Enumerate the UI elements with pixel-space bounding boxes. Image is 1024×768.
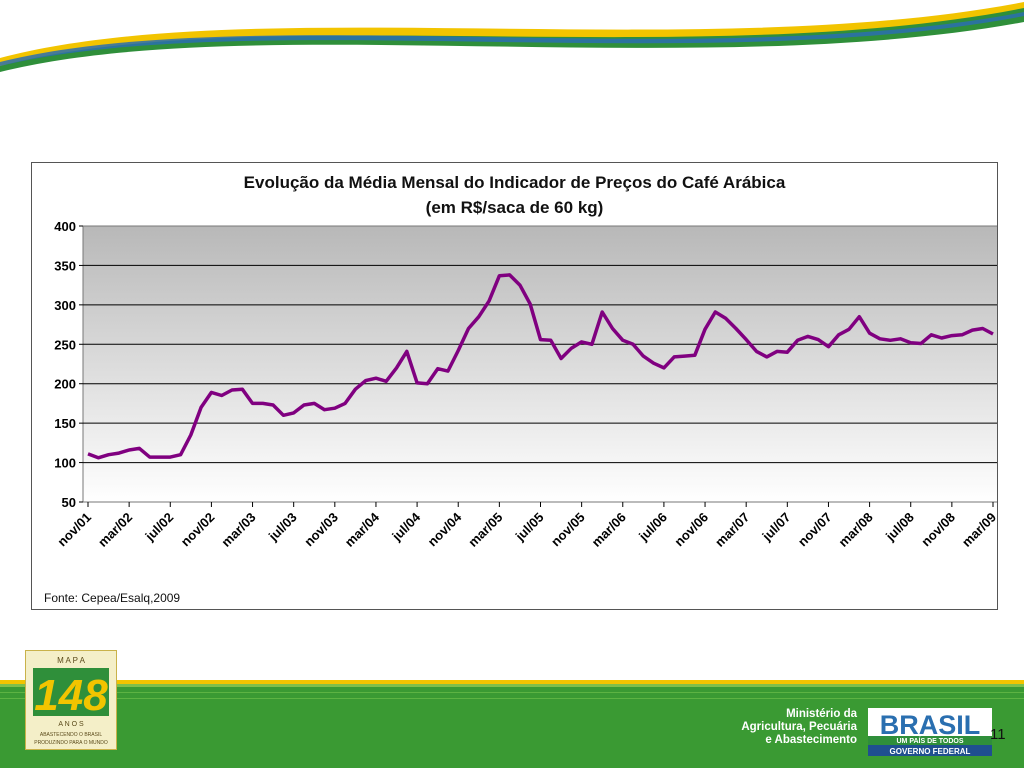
brasil-government-logo: BRASIL UM PAÍS DE TODOS GOVERNO FEDERAL — [868, 708, 992, 756]
x-tick-label: nov/07 — [795, 510, 835, 550]
x-tick-label: jul/06 — [635, 510, 670, 545]
chart-frame: Evolução da Média Mensal do Indicador de… — [31, 162, 998, 610]
mapa-tagline-2: PRODUZINDO PARA O MUNDO — [34, 740, 108, 746]
header-swoosh — [0, 2, 1024, 72]
x-tick-label: mar/02 — [95, 510, 135, 550]
y-tick-label: 250 — [54, 337, 76, 352]
x-tick-label: nov/08 — [918, 510, 958, 550]
chart-title: Evolução da Média Mensal do Indicador de… — [243, 173, 786, 192]
x-tick-label: mar/09 — [959, 510, 997, 550]
x-tick-label: jul/04 — [388, 509, 423, 544]
y-tick-label: 300 — [54, 298, 76, 313]
x-tick-label: nov/05 — [548, 510, 588, 550]
x-tick-label: nov/02 — [178, 510, 218, 550]
ministry-line-2: Agricultura, Pecuária — [741, 721, 857, 733]
x-tick-label: mar/06 — [589, 510, 629, 550]
x-tick-label: mar/03 — [218, 510, 258, 550]
y-tick-label: 350 — [54, 258, 76, 273]
x-tick-label: nov/04 — [425, 509, 465, 549]
x-tick-label: jul/07 — [759, 510, 794, 545]
y-tick-label: 50 — [62, 495, 76, 510]
mapa-sub-text: A N O S — [58, 721, 84, 728]
chart-subtitle: (em R$/saca de 60 kg) — [425, 198, 604, 217]
x-tick-label: mar/05 — [465, 510, 505, 550]
y-tick-label: 100 — [54, 456, 76, 471]
mapa-top-text: M A P A — [57, 656, 86, 665]
x-tick-label: jul/05 — [512, 510, 547, 545]
ministry-line-3: e Abastecimento — [765, 734, 857, 746]
footer-band — [0, 680, 1024, 768]
mapa-logo: M A P A 148 A N O S ABASTECENDO O BRASIL… — [25, 650, 117, 750]
mapa-tagline-1: ABASTECENDO O BRASIL — [40, 732, 102, 738]
x-tick-label: jul/03 — [265, 510, 300, 545]
x-tick-label: jul/08 — [882, 510, 917, 545]
source-note: Fonte: Cepea/Esalq,2009 — [44, 591, 181, 605]
brasil-word: BRASIL — [880, 710, 981, 740]
mapa-number: 148 — [34, 671, 108, 720]
ministry-name: Ministério da Agricultura, Pecuária e Ab… — [712, 708, 857, 747]
brasil-gov: GOVERNO FEDERAL — [890, 747, 971, 756]
x-tick-label: mar/08 — [835, 510, 875, 550]
x-tick-label: nov/03 — [301, 510, 341, 550]
x-tick-label: mar/04 — [342, 509, 383, 550]
x-tick-label: jul/02 — [142, 510, 177, 545]
brasil-tagline: UM PAÍS DE TODOS — [896, 736, 963, 745]
footer: M A P A 148 A N O S ABASTECENDO O BRASIL… — [0, 640, 1024, 768]
y-tick-label: 400 — [54, 219, 76, 234]
plot-area — [82, 225, 997, 503]
x-tick-label: nov/01 — [54, 510, 94, 550]
series-line-price — [87, 273, 994, 460]
page-number: 11 — [990, 726, 1006, 743]
ministry-line-1: Ministério da — [786, 708, 857, 720]
y-tick-label: 150 — [54, 416, 76, 431]
y-tick-label: 200 — [54, 377, 76, 392]
x-tick-label: mar/07 — [712, 510, 752, 550]
x-tick-label: nov/06 — [671, 510, 711, 550]
